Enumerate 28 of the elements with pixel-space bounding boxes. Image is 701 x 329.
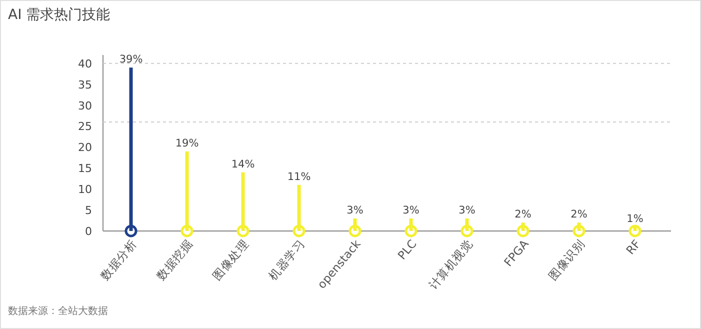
data-label: 3% bbox=[346, 204, 364, 216]
x-tick-label: 数据分析 bbox=[98, 236, 140, 283]
y-tick-label: 10 bbox=[78, 183, 92, 196]
data-label: 11% bbox=[287, 170, 311, 183]
data-label: 19% bbox=[175, 137, 199, 150]
y-tick-label: 35 bbox=[78, 78, 92, 92]
y-tick-label: 25 bbox=[78, 120, 92, 134]
y-tick-label: 20 bbox=[78, 141, 92, 154]
source-note: 数据来源：全站大数据 bbox=[8, 305, 108, 317]
x-tick-label: 数据挖掘 bbox=[154, 236, 196, 283]
data-label: 2% bbox=[514, 208, 532, 221]
y-tick-label: 40 bbox=[78, 57, 92, 70]
y-tick-label: 30 bbox=[78, 99, 92, 112]
y-tick-label: 0 bbox=[85, 225, 92, 238]
data-label: 1% bbox=[626, 212, 644, 225]
chart-title: AI 需求热门技能 bbox=[8, 7, 110, 23]
y-tick-label: 15 bbox=[78, 162, 92, 176]
data-label: 2% bbox=[570, 208, 588, 221]
x-tick-label: 计算机视觉 bbox=[426, 236, 476, 292]
data-label: 39% bbox=[119, 54, 143, 66]
data-label: 14% bbox=[231, 158, 255, 170]
x-tick-label: 图像处理 bbox=[210, 236, 252, 283]
data-label: 3% bbox=[402, 204, 420, 216]
x-tick-label: 图像识别 bbox=[546, 236, 588, 283]
x-tick-label: 机器学习 bbox=[266, 236, 308, 283]
y-tick-label: 5 bbox=[85, 204, 92, 218]
x-tick-label: RF bbox=[623, 236, 644, 258]
data-label: 3% bbox=[458, 204, 476, 216]
